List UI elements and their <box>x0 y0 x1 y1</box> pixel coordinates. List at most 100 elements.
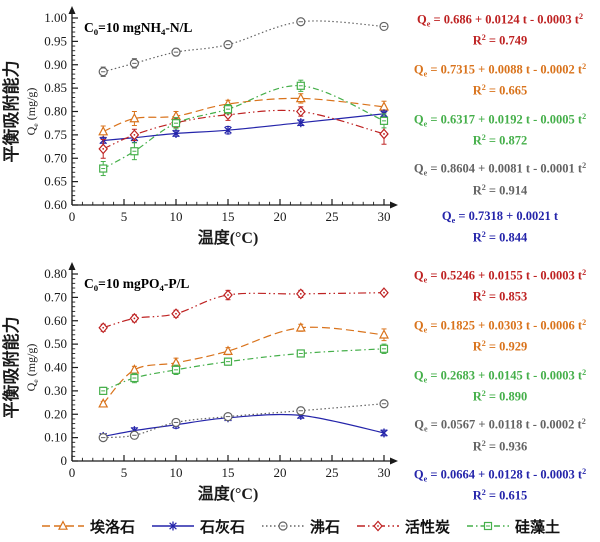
equation-text-segment: Q <box>414 417 424 432</box>
equation-text-segment: 2 <box>578 12 583 21</box>
equation-line: Qe = 0.1825 + 0.0303 t - 0.0006 t2 <box>402 316 598 337</box>
equation-text-segment: 2 <box>481 289 486 299</box>
equation-line: Qe = 0.5246 + 0.0155 t - 0.0003 t2 <box>402 266 598 287</box>
po4-p-row: 0 5 10 15 20 25 30 0 0.10 0.20 0.30 0.40 0.50 0.60 0.7… <box>0 256 600 508</box>
equation-line: Qe = 0.8604 + 0.0081 t - 0.0001 t2 <box>402 159 598 180</box>
equation-text-segment: R <box>472 389 482 404</box>
equation-line: Qe = 0.0567 + 0.0118 t - 0.0002 t2 <box>402 415 598 436</box>
fit-equation-halloysite: Qe = 0.7315 + 0.0088 t - 0.0002 t2 R2 = 0… <box>402 60 598 98</box>
data-point-marker-circle-dash <box>278 521 288 531</box>
x-tick-label: 30 <box>378 465 391 480</box>
equation-line: Qe = 0.686 + 0.0124 t - 0.0003 t2 <box>402 10 598 31</box>
equation-text-segment: = 0.8604 + 0.0081 t - 0.0001 t <box>427 161 583 176</box>
legend-label-limestone: 石灰石 <box>199 519 245 536</box>
nh4-n-chart-svg: 0 5 10 15 20 25 30 0.60 0.65 0.70 0.75 0.80 0.85 0.90… <box>1 6 398 247</box>
x-axis-label: 温度(°C) <box>197 228 259 247</box>
legend-label-activated-carbon: 活性炭 <box>405 519 451 536</box>
data-point-marker-square-dash <box>99 164 108 173</box>
equation-text-segment: R <box>472 488 482 503</box>
data-point-marker-triangle <box>295 322 306 332</box>
y-axis-arrow-icon <box>68 6 76 14</box>
equation-text-segment: R <box>472 183 482 198</box>
equation-text-segment: R <box>472 439 482 454</box>
equation-text-segment: Q <box>413 268 424 283</box>
series-line-diatomite <box>102 85 385 170</box>
data-point-marker-diamond-dot <box>296 288 306 300</box>
axes: 0 5 10 15 20 25 30 0 0.10 0.20 0.30 0.40 0.50 0.60 0.7… <box>44 262 398 480</box>
equation-text-segment: = 0.914 <box>485 183 528 198</box>
r-squared-line: R2 = 0.929 <box>402 337 598 353</box>
data-point-marker-diamond-dot <box>98 143 108 155</box>
y-tick-label: 0.85 <box>44 80 67 95</box>
equation-text-segment: 2 <box>481 488 486 498</box>
data-point-marker-triangle <box>57 520 68 530</box>
equation-text-segment: 2 <box>481 229 486 239</box>
y-tick-label: 0.30 <box>44 383 67 398</box>
equation-text-segment: = 0.665 <box>485 83 528 98</box>
legend-item-zeolite: 沸石 <box>260 516 340 537</box>
equation-text-segment: e <box>423 118 428 128</box>
equation-text-segment: R <box>472 289 482 304</box>
r-squared-line: R2 = 0.615 <box>402 486 598 502</box>
y-tick-label: 0.60 <box>44 313 67 328</box>
nh4-n-chart: 0 5 10 15 20 25 30 0.60 0.65 0.70 0.75 0.80 0.85 0.90… <box>0 0 400 252</box>
data-point-marker-square-dash <box>130 147 139 156</box>
series-line-activated-carbon <box>103 292 385 329</box>
series-diatomite <box>99 343 389 395</box>
equation-text-segment: 2 <box>582 111 587 121</box>
data-point-marker-diamond-dot <box>379 287 389 299</box>
equation-text-segment: = 0.6317 + 0.0192 t - 0.0005 t <box>427 112 583 127</box>
data-point-marker-circle-dash <box>98 433 108 443</box>
chart-title: C0=10 mgNH4-N/L <box>84 20 192 37</box>
data-point-marker-square-dash <box>223 105 233 114</box>
y-tick-label: 0.70 <box>44 150 67 165</box>
data-point-marker-circle-dash <box>296 406 306 416</box>
x-tick-label: 15 <box>222 465 235 480</box>
equation-text-segment: = 0.7315 + 0.0088 t - 0.0002 t <box>427 62 583 77</box>
data-point-marker-square-dash <box>171 119 181 128</box>
equation-text-segment: 2 <box>481 438 486 448</box>
equation-text-segment: = 0.2683 + 0.0145 t - 0.0003 t <box>427 368 583 383</box>
equation-text-segment: = 0.1825 + 0.0303 t - 0.0006 t <box>427 318 583 333</box>
r-squared-line: R2 = 0.749 <box>402 31 598 47</box>
r-squared-line: R2 = 0.853 <box>402 287 598 303</box>
y-tick-label: 0 <box>61 453 68 468</box>
equation-text-segment: = 0.749 <box>485 33 528 48</box>
data-point-marker-circle-dash <box>98 67 108 77</box>
equation-text-segment: = 0.853 <box>485 289 528 304</box>
x-tick-label: 30 <box>378 209 391 224</box>
data-point-marker-star <box>169 521 177 531</box>
equation-text-segment: Q <box>413 161 424 176</box>
x-tick-label: 20 <box>274 465 287 480</box>
equation-text-segment: = 0.7318 + 0.0021 t <box>455 209 559 224</box>
data-point-marker-triangle <box>223 345 233 355</box>
equation-text-segment: e <box>423 474 428 484</box>
fit-equation-diatomite: Qe = 0.2683 + 0.0145 t - 0.0003 t2 R2 = 0… <box>402 366 598 404</box>
series-halloysite <box>98 322 389 408</box>
equation-text-segment: R <box>472 133 482 148</box>
equation-text-segment: = 0.872 <box>485 133 528 148</box>
data-point-marker-circle-dash <box>129 430 139 440</box>
equation-text-segment: Q <box>413 318 424 333</box>
data-point-marker-square-dash <box>171 365 181 374</box>
equation-text-segment: 2 <box>481 132 486 142</box>
data-point-marker-star <box>224 125 232 135</box>
y-tick-label: 0.70 <box>44 289 67 304</box>
fit-equation-activated-carbon: Qe = 0.686 + 0.0124 t - 0.0003 t2 R2 = 0.… <box>402 10 598 48</box>
r-squared-line: R2 = 0.890 <box>402 387 598 403</box>
data-point-marker-diamond-dot <box>373 520 383 532</box>
equation-text-segment: 2 <box>582 161 587 171</box>
equation-text-segment: R <box>472 230 482 245</box>
equation-text-segment: = 0.844 <box>485 230 528 245</box>
data-point-marker-diamond-dot <box>296 105 306 118</box>
y-tick-label: 0.80 <box>44 266 67 281</box>
nh4-n-equations-panel: Qe = 0.686 + 0.0124 t - 0.0003 t2 R2 = 0.… <box>400 0 600 252</box>
data-point-marker-diamond-dot <box>129 312 140 324</box>
data-point-marker-circle-dash <box>223 411 233 422</box>
nh4-n-row: 0 5 10 15 20 25 30 0.60 0.65 0.70 0.75 0.80 0.85 0.90… <box>0 0 600 252</box>
series-zeolite <box>98 399 389 443</box>
data-point-marker-square-dash <box>223 357 233 366</box>
fit-equation-limestone: Qe = 0.7318 + 0.0021 t R2 = 0.844 <box>402 209 598 244</box>
x-tick-label: 10 <box>170 465 183 480</box>
equation-text-segment: R <box>472 339 482 354</box>
